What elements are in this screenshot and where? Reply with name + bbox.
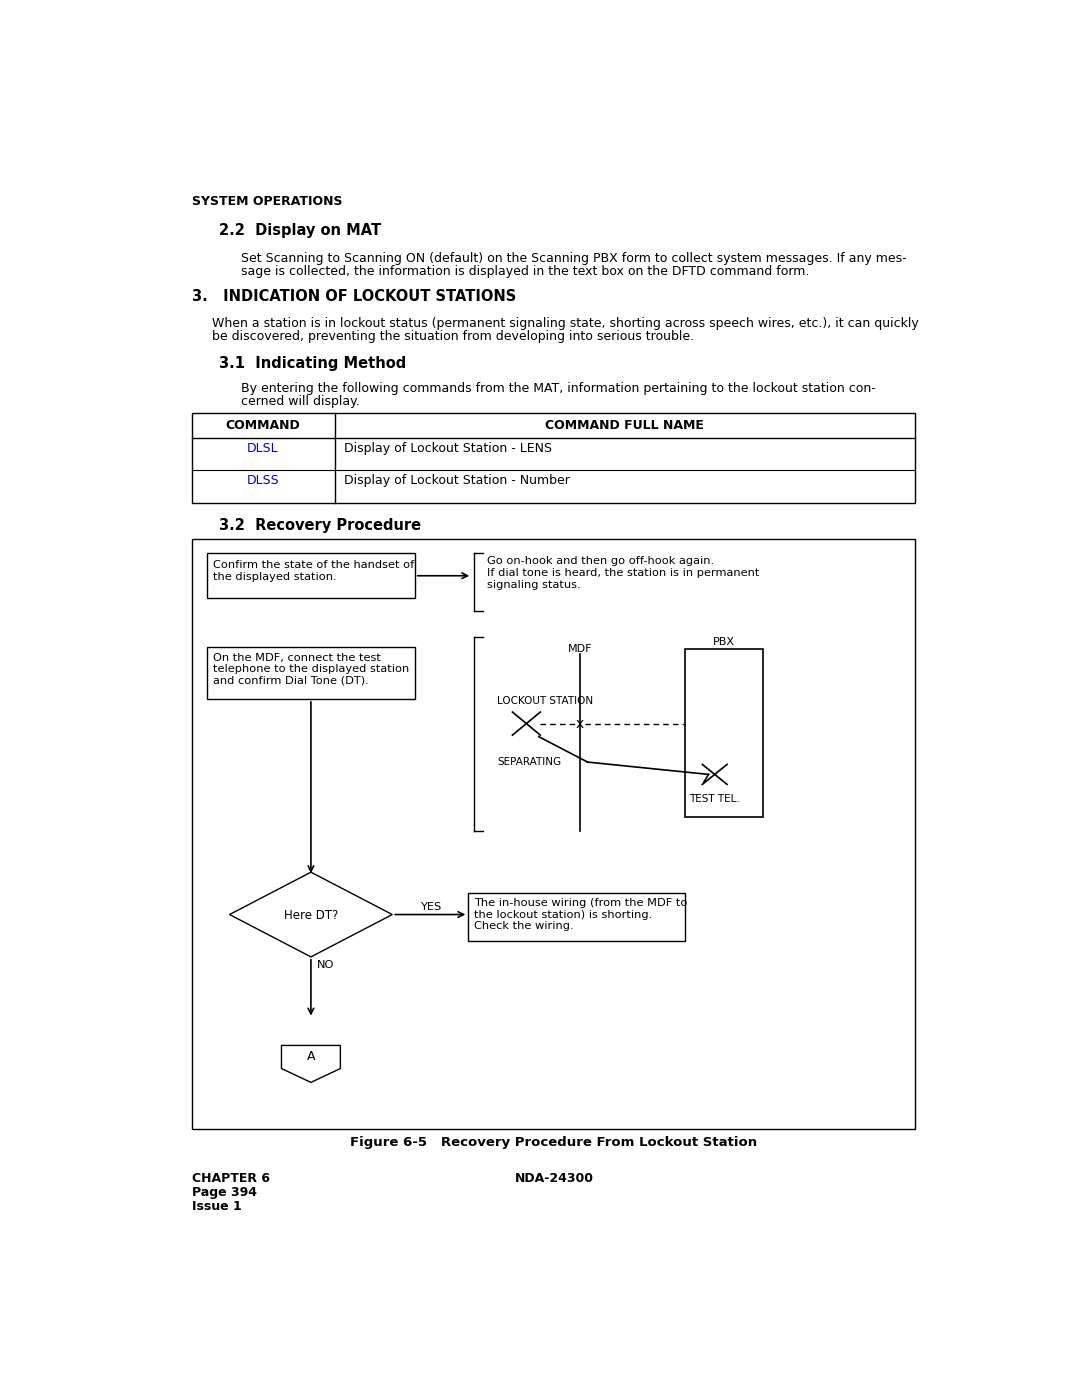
Text: SEPARATING: SEPARATING <box>497 757 561 767</box>
Text: YES: YES <box>420 902 441 912</box>
Text: DLSS: DLSS <box>246 474 280 488</box>
Text: NDA-24300: NDA-24300 <box>515 1172 594 1186</box>
Polygon shape <box>230 872 392 957</box>
Text: telephone to the displayed station: telephone to the displayed station <box>213 665 409 675</box>
Text: The in-house wiring (from the MDF to: The in-house wiring (from the MDF to <box>474 898 688 908</box>
Text: Check the wiring.: Check the wiring. <box>474 922 575 932</box>
Text: signaling status.: signaling status. <box>487 580 580 591</box>
Text: LOCKOUT STATION: LOCKOUT STATION <box>497 696 593 705</box>
Bar <box>685 648 762 817</box>
Text: Display of Lockout Station - Number: Display of Lockout Station - Number <box>345 474 570 488</box>
Text: COMMAND FULL NAME: COMMAND FULL NAME <box>545 419 704 433</box>
Bar <box>191 412 916 503</box>
Text: PBX: PBX <box>713 637 735 647</box>
Bar <box>207 553 415 598</box>
Text: By entering the following commands from the MAT, information pertaining to the l: By entering the following commands from … <box>241 381 876 395</box>
Text: On the MDF, connect the test: On the MDF, connect the test <box>213 652 381 662</box>
Text: Page 394: Page 394 <box>191 1186 257 1200</box>
Text: Set Scanning to Scanning ON (default) on the Scanning PBX form to collect system: Set Scanning to Scanning ON (default) on… <box>241 253 907 265</box>
Text: sage is collected, the information is displayed in the text box on the DFTD comm: sage is collected, the information is di… <box>241 265 810 278</box>
Bar <box>207 647 415 698</box>
Text: If dial tone is heard, the station is in permanent: If dial tone is heard, the station is in… <box>487 569 759 578</box>
Text: Figure 6-5   Recovery Procedure From Lockout Station: Figure 6-5 Recovery Procedure From Locko… <box>350 1136 757 1150</box>
Text: the displayed station.: the displayed station. <box>213 571 337 583</box>
Text: 2.2  Display on MAT: 2.2 Display on MAT <box>218 224 381 237</box>
Text: NO: NO <box>318 960 335 970</box>
Text: Display of Lockout Station - LENS: Display of Lockout Station - LENS <box>345 441 552 455</box>
Text: the lockout station) is shorting.: the lockout station) is shorting. <box>474 909 652 919</box>
Text: 3.1  Indicating Method: 3.1 Indicating Method <box>218 355 406 370</box>
Text: CHAPTER 6: CHAPTER 6 <box>191 1172 270 1186</box>
Text: x: x <box>576 717 584 731</box>
Text: MDF: MDF <box>568 644 592 654</box>
Text: 3.2  Recovery Procedure: 3.2 Recovery Procedure <box>218 518 421 534</box>
Text: Go on-hook and then go off-hook again.: Go on-hook and then go off-hook again. <box>487 556 714 566</box>
Text: Issue 1: Issue 1 <box>191 1200 241 1213</box>
Text: 3.   INDICATION OF LOCKOUT STATIONS: 3. INDICATION OF LOCKOUT STATIONS <box>191 289 516 305</box>
Bar <box>191 539 916 1129</box>
Text: COMMAND: COMMAND <box>226 419 300 433</box>
Text: Confirm the state of the handset of: Confirm the state of the handset of <box>213 560 415 570</box>
Text: be discovered, preventing the situation from developing into serious trouble.: be discovered, preventing the situation … <box>213 330 694 344</box>
Text: Here DT?: Here DT? <box>284 909 338 922</box>
Bar <box>469 893 685 940</box>
Text: SYSTEM OPERATIONS: SYSTEM OPERATIONS <box>191 194 342 208</box>
Text: A: A <box>307 1051 315 1063</box>
Text: TEST TEL.: TEST TEL. <box>689 793 740 803</box>
Text: cerned will display.: cerned will display. <box>241 395 360 408</box>
Text: DLSL: DLSL <box>247 441 279 455</box>
Polygon shape <box>282 1045 340 1083</box>
Text: and confirm Dial Tone (DT).: and confirm Dial Tone (DT). <box>213 676 369 686</box>
Text: When a station is in lockout status (permanent signaling state, shorting across : When a station is in lockout status (per… <box>213 317 919 330</box>
